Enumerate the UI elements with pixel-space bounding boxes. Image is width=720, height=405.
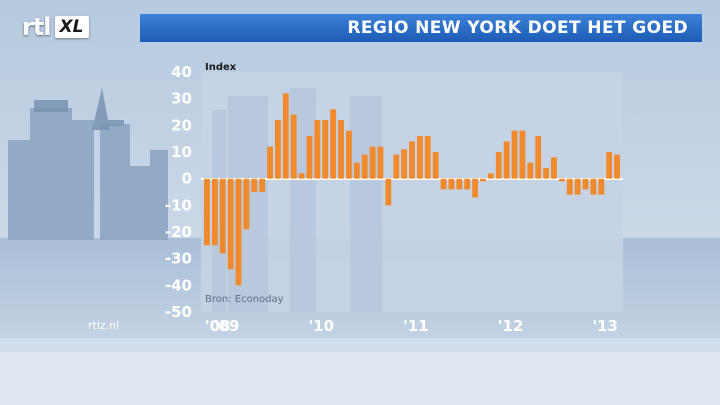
y-tick-label: 40 <box>171 63 192 81</box>
page-title: REGIO NEW YORK DOET HET GOED <box>347 18 688 38</box>
source-label: Bron: Econoday <box>205 294 284 305</box>
bar <box>393 154 400 179</box>
bar <box>211 178 218 246</box>
logo-text: rtl <box>22 13 52 41</box>
x-tick-label: '08 <box>205 317 230 335</box>
y-tick-label: -50 <box>165 303 192 321</box>
x-tick-label: '09 <box>214 317 239 335</box>
bar <box>574 178 581 195</box>
bar <box>282 93 289 179</box>
bar <box>204 178 210 246</box>
bar <box>314 120 321 179</box>
bar <box>251 178 258 192</box>
bar <box>535 136 542 179</box>
bar <box>566 178 573 195</box>
bar <box>464 178 471 190</box>
bar <box>472 178 479 198</box>
bar <box>227 178 234 270</box>
bar <box>558 178 565 182</box>
bar <box>424 136 431 179</box>
bar <box>219 178 226 254</box>
bar <box>511 130 518 179</box>
bar <box>614 154 620 179</box>
bar <box>503 141 510 179</box>
y-tick-label: -10 <box>165 196 192 214</box>
rtl-xl-logo: rtl XL <box>22 12 89 42</box>
bar <box>527 162 534 179</box>
bar <box>306 136 313 179</box>
bar <box>606 152 613 179</box>
bar <box>480 178 486 182</box>
bar <box>598 178 605 195</box>
bar <box>322 120 329 179</box>
y-tick-label: -40 <box>165 276 192 294</box>
bar <box>416 136 423 179</box>
x-tick-label: '10 <box>309 317 334 335</box>
bar <box>543 168 549 179</box>
logo-badge: XL <box>54 16 89 38</box>
y-tick-label: 30 <box>171 90 192 108</box>
bar <box>495 152 502 179</box>
bar <box>267 146 273 179</box>
bar <box>369 146 376 179</box>
y-tick-label: -20 <box>165 223 192 241</box>
bar <box>385 178 392 206</box>
bar <box>298 173 305 179</box>
y-tick-label: 0 <box>182 170 192 188</box>
bar <box>551 157 557 179</box>
title-bar: REGIO NEW YORK DOET HET GOED <box>140 14 702 42</box>
bar <box>487 173 494 179</box>
y-tick-label: 20 <box>171 116 192 134</box>
bar <box>456 178 463 190</box>
bar <box>243 178 250 230</box>
y-axis-label: Index <box>205 62 237 73</box>
bar <box>432 152 439 179</box>
y-tick-label: 10 <box>171 143 192 161</box>
x-tick-label: '13 <box>592 317 617 335</box>
bar <box>259 178 266 192</box>
x-tick-label: '12 <box>498 317 523 335</box>
footer-brand: rtlz.nl <box>88 319 120 332</box>
bar <box>409 141 415 179</box>
bar <box>353 162 360 179</box>
bar <box>377 146 384 179</box>
bar <box>330 109 337 179</box>
bar <box>590 178 597 195</box>
x-tick-label: '11 <box>403 317 428 335</box>
bar <box>290 114 297 179</box>
bar <box>519 130 526 179</box>
bar <box>448 178 455 190</box>
bar <box>361 154 368 179</box>
bar <box>582 178 589 190</box>
bar <box>401 149 408 179</box>
bar <box>235 178 242 286</box>
bar <box>338 120 344 179</box>
y-tick-label: -30 <box>165 250 192 268</box>
bar <box>440 178 447 190</box>
plot-area <box>201 72 623 312</box>
bar <box>345 130 352 179</box>
bar <box>275 120 281 179</box>
